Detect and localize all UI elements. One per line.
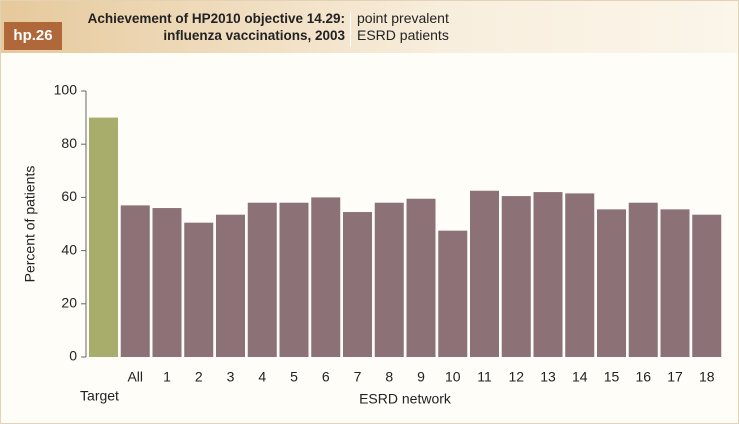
separator bbox=[350, 13, 351, 47]
x-tick-label: 4 bbox=[258, 369, 266, 385]
bar bbox=[216, 214, 245, 357]
bar bbox=[247, 202, 277, 357]
x-tick-label: 14 bbox=[572, 369, 588, 385]
figure-label: hp.26 bbox=[4, 22, 62, 50]
bar bbox=[470, 190, 499, 357]
bar bbox=[692, 214, 722, 357]
x-tick-label: 18 bbox=[699, 369, 715, 385]
x-tick-label: 13 bbox=[540, 369, 556, 385]
y-tick-label: 20 bbox=[61, 295, 77, 311]
bar bbox=[660, 209, 690, 357]
x-tick-label: 9 bbox=[417, 369, 425, 385]
bar bbox=[120, 205, 150, 357]
x-tick-label: 6 bbox=[322, 369, 330, 385]
bar bbox=[89, 117, 118, 357]
bar bbox=[501, 196, 531, 357]
x-axis-label: ESRD network bbox=[359, 391, 452, 407]
x-tick-label: 11 bbox=[477, 369, 492, 385]
x-tick-label: 5 bbox=[290, 369, 298, 385]
x-tick-label: All bbox=[127, 369, 143, 385]
x-tick-label: 2 bbox=[195, 369, 203, 385]
x-tick-label: Target bbox=[80, 388, 119, 404]
x-tick-label: 8 bbox=[385, 369, 393, 385]
x-tick-label: 10 bbox=[445, 369, 461, 385]
bar bbox=[565, 193, 595, 357]
x-tick-label: 3 bbox=[227, 369, 235, 385]
bar bbox=[343, 212, 372, 357]
bar bbox=[152, 208, 182, 357]
x-tick-label: 15 bbox=[604, 369, 620, 385]
bar bbox=[374, 202, 404, 357]
bar bbox=[597, 209, 626, 357]
bar bbox=[311, 197, 341, 357]
chart-subtitle: point prevalent ESRD patients bbox=[357, 10, 449, 43]
bar bbox=[628, 202, 658, 357]
bar bbox=[533, 192, 563, 357]
x-tick-label: 16 bbox=[635, 369, 651, 385]
x-tick-label: 1 bbox=[163, 369, 171, 385]
header bbox=[1, 1, 738, 53]
bar bbox=[406, 198, 436, 357]
y-tick-label: 60 bbox=[61, 188, 77, 204]
bar bbox=[279, 202, 309, 357]
y-tick-label: 80 bbox=[61, 135, 77, 151]
y-tick-label: 100 bbox=[54, 82, 78, 98]
x-tick-label: 7 bbox=[354, 369, 362, 385]
y-axis-label: Percent of patients bbox=[22, 166, 38, 283]
x-tick-label: 17 bbox=[667, 369, 683, 385]
chart-title: Achievement of HP2010 objective 14.29: i… bbox=[87, 11, 345, 43]
x-tick-label: 12 bbox=[508, 369, 524, 385]
bar bbox=[184, 222, 214, 357]
y-tick-label: 40 bbox=[61, 241, 77, 257]
bar bbox=[438, 230, 468, 357]
y-tick-label: 0 bbox=[69, 348, 77, 364]
